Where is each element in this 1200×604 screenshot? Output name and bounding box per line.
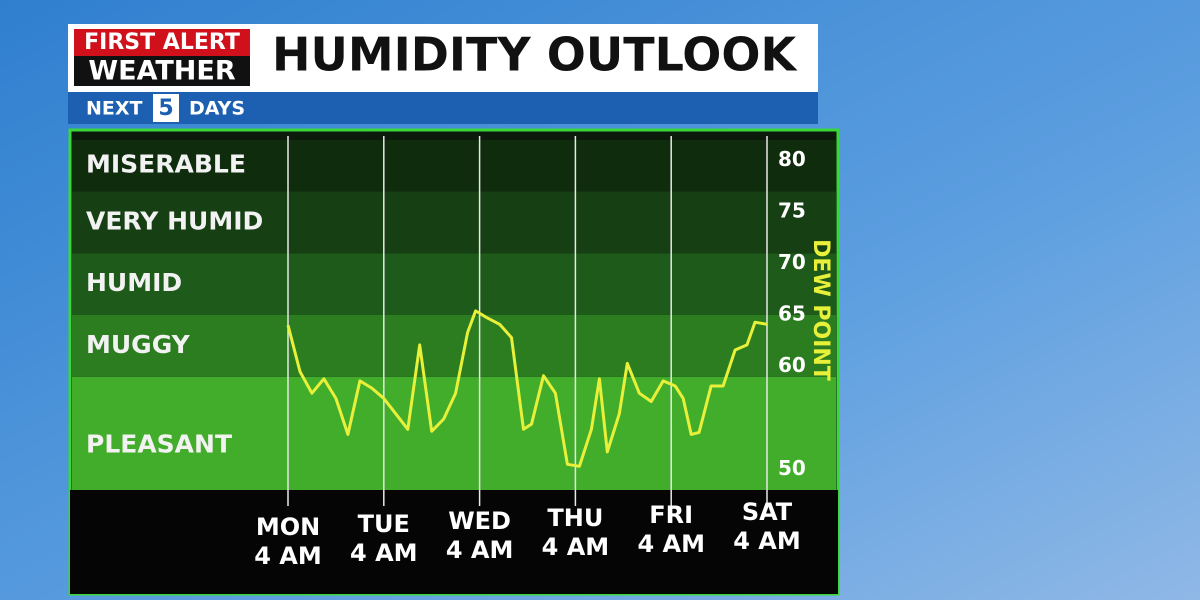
y-tick-label: 75 <box>778 199 806 223</box>
x-tick-label: SAT <box>742 498 793 526</box>
y-tick-label: 50 <box>778 456 806 480</box>
x-tick-sublabel: 4 AM <box>733 527 801 555</box>
zone-label: PLEASANT <box>86 429 232 458</box>
y-tick-label: 80 <box>778 147 806 171</box>
sub-right: DAYS <box>189 98 245 120</box>
x-tick-sublabel: 4 AM <box>254 542 322 570</box>
x-tick-label: WED <box>448 507 511 535</box>
zone-label: VERY HUMID <box>86 206 263 235</box>
x-tick-sublabel: 4 AM <box>446 536 514 564</box>
zone-label: HUMID <box>86 268 182 297</box>
zone-label: MISERABLE <box>86 150 246 179</box>
sub-left: NEXT <box>86 98 143 120</box>
y-tick-label: 70 <box>778 250 806 274</box>
x-tick-sublabel: 4 AM <box>542 533 610 561</box>
zone-band <box>72 191 836 254</box>
zone-band <box>72 315 836 377</box>
sub-badge <box>153 94 179 122</box>
x-tick-label: MON <box>256 513 320 541</box>
x-axis-bar <box>70 490 838 594</box>
logo-bottom: WEATHER <box>88 56 235 87</box>
chart: PLEASANT MUGGY HUMID VERY HUMID MISERABLE MON… <box>72 136 836 570</box>
logo-top: FIRST ALERT <box>84 30 240 55</box>
x-tick-label: THU <box>547 504 603 532</box>
sub-bar <box>68 92 818 124</box>
logo-black <box>74 56 250 86</box>
zone-label: MUGGY <box>86 330 191 359</box>
zone-band <box>72 140 836 192</box>
x-tick-sublabel: 4 AM <box>350 539 418 567</box>
logo-red <box>74 29 250 56</box>
sub-num: 5 <box>158 96 173 121</box>
y-tick-label: 60 <box>778 353 806 377</box>
x-tick-label: TUE <box>358 510 410 538</box>
y-tick-label: 65 <box>778 302 806 326</box>
x-tick-sublabel: 4 AM <box>637 530 705 558</box>
x-tick-label: FRI <box>649 501 693 529</box>
title: HUMIDITY OUTLOOK <box>272 28 798 82</box>
y-axis-label: DEW POINT <box>808 239 833 381</box>
dew-point-line <box>286 309 768 468</box>
zone-band <box>72 253 836 315</box>
